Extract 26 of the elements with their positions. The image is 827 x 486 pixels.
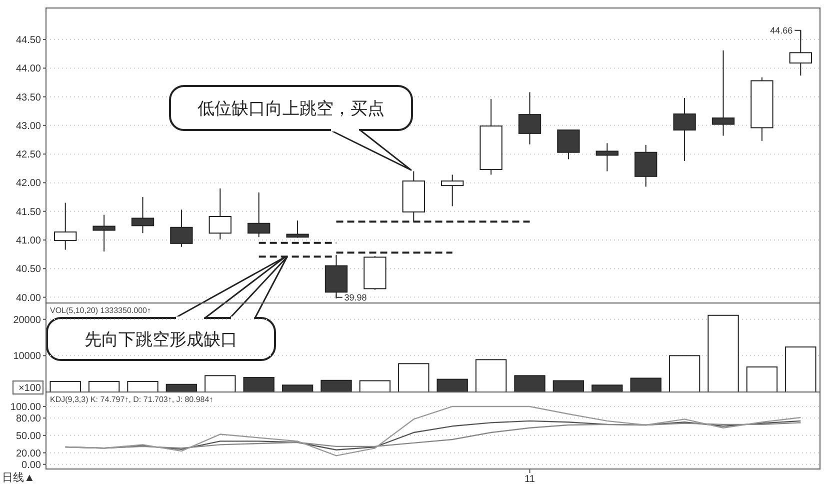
y-tick-label: 80.00 — [16, 414, 42, 425]
text: 日线▲ — [2, 471, 35, 484]
annotation: 低位缺口向上跳空，买点 — [198, 99, 384, 118]
y-tick-label: 44.00 — [16, 64, 42, 75]
annotation: 先向下跳空形成缺口 — [84, 330, 238, 349]
chart-subtitle: KDJ(9,3,3) K: 74.797↑, D: 71.703↑, J: 80.984↑ — [50, 395, 214, 404]
y-tick-label: 20.00 — [16, 448, 42, 460]
y-tick-label: 10000 — [13, 351, 42, 362]
chart-subtitle: VOL(5,10,20) 1333350.000↑ — [50, 306, 151, 315]
y-tick-label: 41.50 — [16, 206, 42, 218]
y-tick-label: 42.50 — [16, 150, 42, 161]
y-tick-label: 50.00 — [16, 430, 42, 442]
y-tick-label: 41.00 — [16, 235, 42, 246]
x-tick-label: 11 — [524, 474, 536, 485]
annotation: 39.98 — [344, 292, 367, 302]
annotation: 44.66 — [770, 25, 793, 36]
y-tick-label: 42.00 — [16, 178, 42, 190]
y-tick-label: 43.00 — [16, 120, 42, 132]
y-tick-label: 40.50 — [16, 264, 42, 276]
y-tick-label: 20000 — [13, 314, 42, 326]
y-tick-label: 40.00 — [16, 292, 42, 304]
y-tick-label: 0.00 — [22, 460, 42, 471]
y-tick-label: 100.00 — [10, 402, 42, 413]
y-axis-title: ×100 — [18, 383, 42, 394]
y-tick-label: 43.50 — [16, 92, 42, 104]
y-tick-label: 44.50 — [16, 35, 42, 46]
